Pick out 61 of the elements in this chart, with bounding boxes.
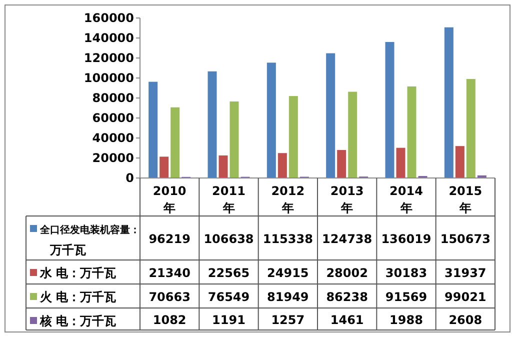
bar [466, 78, 476, 178]
y-tick-label: 160000 [84, 11, 134, 25]
bar [396, 148, 406, 178]
data-label: 24915 [267, 266, 309, 280]
bar [407, 86, 416, 178]
bar [148, 82, 158, 178]
y-tick-label: 0 [126, 171, 134, 185]
data-label: 99021 [444, 290, 486, 304]
legend-label: 火 电：万千瓦 [39, 290, 116, 304]
data-label: 106638 [204, 232, 254, 246]
data-label: 21340 [148, 266, 190, 280]
y-tick-label: 120000 [84, 51, 134, 65]
bar [278, 153, 287, 178]
y-tick-label: 60000 [92, 111, 134, 125]
legend-label: 全口径发电装机容量：万千瓦 [39, 224, 140, 257]
x-tick-label: 2015年 [448, 184, 482, 215]
data-label: 1988 [390, 313, 423, 327]
data-label: 86238 [326, 290, 368, 304]
data-label: 136019 [381, 232, 432, 246]
y-tick-label: 20000 [92, 151, 134, 165]
data-label: 70663 [148, 290, 190, 304]
data-label: 1082 [152, 313, 186, 327]
legend-label: 水 电：万千瓦 [39, 266, 116, 280]
bar [208, 71, 217, 178]
data-label: 81949 [267, 290, 309, 304]
bar [455, 146, 464, 178]
x-tick-label: 2011年 [212, 184, 246, 215]
bar [444, 27, 454, 178]
data-label: 31937 [444, 266, 486, 280]
y-tick-label: 40000 [92, 131, 134, 145]
legend-label: 核 电：万千瓦 [39, 314, 116, 328]
data-label: 1191 [212, 313, 246, 327]
y-tick-label: 140000 [84, 31, 134, 45]
x-tick-label: 2012年 [271, 184, 305, 215]
bar [326, 53, 336, 178]
x-tick-label: 2010年 [152, 184, 186, 215]
data-label: 30183 [385, 266, 428, 280]
data-label: 28002 [326, 266, 368, 280]
data-label: 1461 [330, 313, 364, 327]
data-label: 22565 [208, 266, 250, 280]
bar [337, 150, 346, 178]
y-tick-label: 80000 [92, 91, 134, 105]
bar [170, 107, 180, 178]
data-label: 76549 [208, 290, 250, 304]
x-tick-label: 2014年 [390, 184, 423, 215]
bar [288, 96, 298, 178]
bar [348, 92, 358, 178]
y-tick-label: 100000 [84, 71, 134, 85]
data-label: 91569 [385, 290, 428, 304]
bar [218, 155, 228, 178]
data-label: 2608 [448, 313, 482, 327]
data-label: 1257 [271, 313, 305, 327]
data-label: 150673 [440, 232, 490, 246]
bar [385, 42, 394, 178]
data-label: 96219 [148, 232, 190, 246]
bar [230, 101, 239, 178]
data-label: 115338 [262, 232, 313, 246]
data-label: 124738 [322, 232, 372, 246]
x-tick-label: 2013年 [330, 184, 364, 215]
bar [266, 62, 276, 178]
bar [160, 156, 169, 178]
